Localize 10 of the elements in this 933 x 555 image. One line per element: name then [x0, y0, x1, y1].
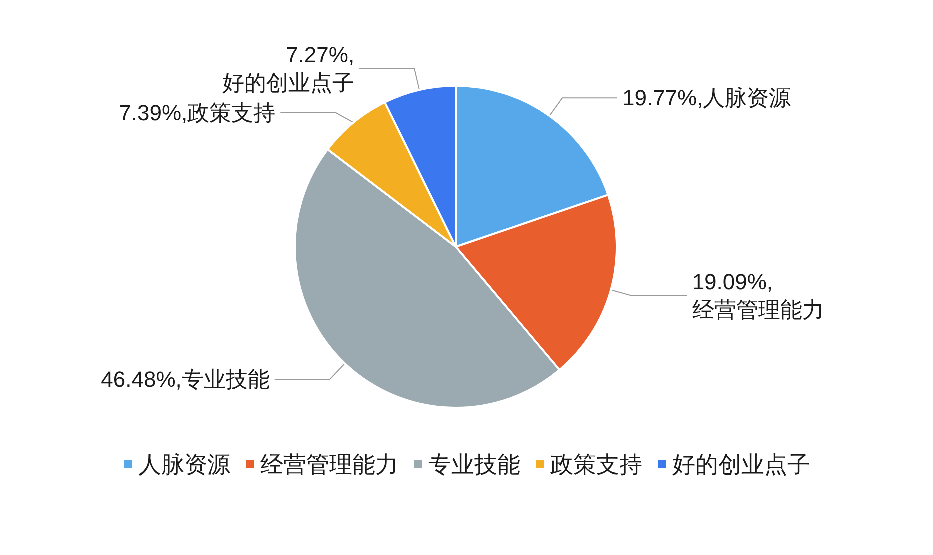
data-label: 7.39%,政策支持 — [119, 100, 276, 126]
legend-label: 好的创业点子 — [672, 452, 810, 478]
legend-label: 人脉资源 — [138, 452, 230, 478]
data-label: 46.48%,专业技能 — [101, 367, 270, 392]
data-label: 19.77%,人脉资源 — [622, 86, 792, 111]
legend-label: 经营管理能力 — [260, 452, 398, 478]
legend-label: 专业技能 — [428, 452, 520, 478]
data-label: 19.09%, 经营管理能力 — [692, 270, 824, 323]
legend-label: 政策支持 — [550, 452, 642, 478]
data-label: 7.27%, 好的创业点子 — [222, 42, 355, 96]
